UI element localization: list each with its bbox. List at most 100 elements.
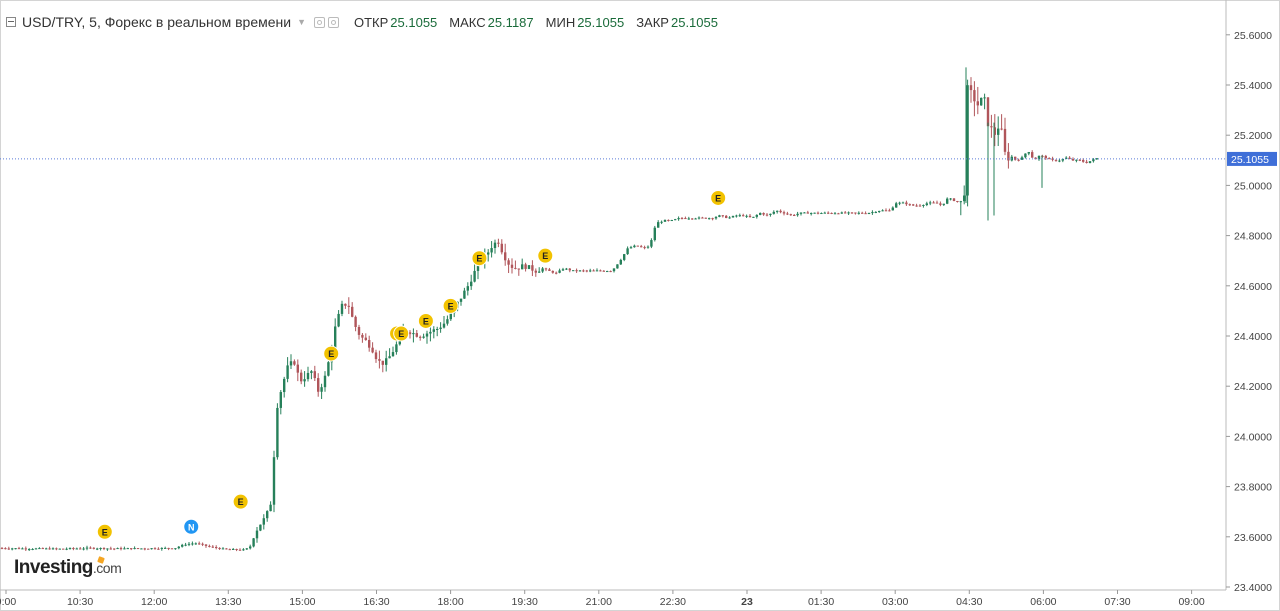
candle-body — [89, 547, 92, 549]
candle-body — [208, 545, 211, 547]
candle-body — [527, 265, 531, 269]
candle-body — [45, 548, 48, 550]
candle-body — [827, 212, 830, 214]
candle-body — [419, 336, 422, 338]
candle-body — [793, 214, 796, 216]
candle-body — [653, 227, 656, 241]
candle-body — [170, 548, 174, 550]
event-marker-label: E — [542, 251, 548, 261]
candle-body — [752, 216, 755, 218]
candle-body — [626, 248, 629, 255]
candle-body — [1061, 158, 1064, 161]
candle-body — [504, 252, 507, 261]
candle-body — [514, 267, 517, 269]
candle-body — [708, 218, 711, 220]
economic-event-icon[interactable] — [323, 345, 340, 362]
economic-event-icon[interactable] — [417, 312, 434, 329]
candle-body — [619, 259, 622, 265]
candle-body — [660, 221, 663, 223]
candle-body — [1054, 159, 1058, 161]
candle-body — [238, 549, 242, 551]
candle-body — [422, 336, 425, 338]
symbol-title[interactable]: USD/TRY, 5, Форекс в реальном времени — [22, 14, 292, 30]
candle-body — [884, 210, 888, 212]
candle-body — [895, 203, 898, 208]
logo-suffix: .com — [92, 560, 122, 576]
candle-body — [609, 271, 612, 273]
candle-body — [487, 252, 490, 255]
candle-body — [442, 323, 446, 328]
candle-body — [755, 214, 758, 217]
candle-body — [541, 268, 544, 272]
candle-body — [704, 217, 707, 219]
candle-body — [218, 547, 221, 549]
candle-body — [283, 378, 286, 393]
collapse-icon[interactable] — [6, 17, 16, 27]
candle-body — [1000, 128, 1003, 130]
candle-body — [956, 200, 959, 202]
candle-body — [772, 211, 775, 214]
candle-body — [242, 549, 245, 551]
x-tick-label: 19:30 — [512, 596, 538, 608]
chevron-down-icon[interactable]: ▼ — [297, 17, 306, 27]
candle-body — [551, 270, 554, 273]
candle-body — [871, 212, 874, 214]
candle-body — [725, 215, 728, 218]
economic-event-icon[interactable] — [442, 297, 459, 314]
low-value: 25.1055 — [577, 14, 625, 30]
chart-legend: USD/TRY, 5, Форекс в реальном времени ▼ … — [6, 12, 718, 32]
candle-body — [204, 544, 208, 546]
high-value: 25.1187 — [487, 14, 534, 30]
candle-body — [867, 212, 871, 214]
candle-body — [993, 127, 996, 135]
candle-body — [1051, 158, 1054, 160]
candle-body — [949, 198, 952, 200]
candle-body — [765, 214, 769, 216]
candle-body — [374, 352, 378, 360]
candle-body — [745, 215, 748, 217]
candle-body — [160, 547, 163, 549]
candle-body — [935, 202, 939, 204]
candle-body — [782, 212, 786, 214]
candle-body — [38, 548, 41, 550]
candle-body — [191, 543, 194, 545]
economic-event-icon[interactable] — [96, 523, 113, 540]
economic-event-icon[interactable] — [710, 189, 727, 206]
visibility-icon[interactable] — [313, 16, 325, 28]
candle-body — [711, 218, 714, 220]
candle-body — [378, 359, 381, 361]
candle-body — [293, 361, 296, 365]
candle-body — [738, 215, 741, 217]
candle-body — [976, 101, 979, 106]
candle-body — [1020, 157, 1024, 160]
candle-body — [1031, 152, 1034, 158]
candle-body — [85, 547, 89, 549]
candle-body — [820, 213, 823, 215]
economic-event-icon[interactable] — [393, 325, 410, 342]
candle-body — [1024, 153, 1027, 158]
candle-body — [592, 270, 595, 272]
y-tick-label: 24.4000 — [1234, 331, 1272, 343]
candle-body — [697, 217, 701, 219]
x-tick-label: 22:30 — [660, 596, 686, 608]
candle-body — [568, 268, 571, 271]
candle-body — [517, 268, 520, 270]
candle-body — [174, 548, 177, 550]
candle-body — [415, 333, 418, 337]
candle-body — [742, 215, 745, 217]
news-event-icon[interactable] — [183, 518, 200, 535]
candle-body — [759, 212, 762, 215]
candle-body — [136, 548, 140, 550]
economic-event-icon[interactable] — [471, 250, 488, 267]
x-tick-label: 9:00 — [0, 596, 16, 608]
candle-body — [310, 371, 313, 373]
settings-icon[interactable] — [327, 16, 339, 28]
economic-event-icon[interactable] — [232, 493, 249, 510]
economic-event-icon[interactable] — [537, 247, 554, 264]
candle-body — [646, 246, 650, 248]
candle-body — [959, 201, 962, 203]
candle-body — [245, 548, 248, 550]
candle-body — [466, 286, 469, 291]
candle-body — [500, 243, 503, 253]
